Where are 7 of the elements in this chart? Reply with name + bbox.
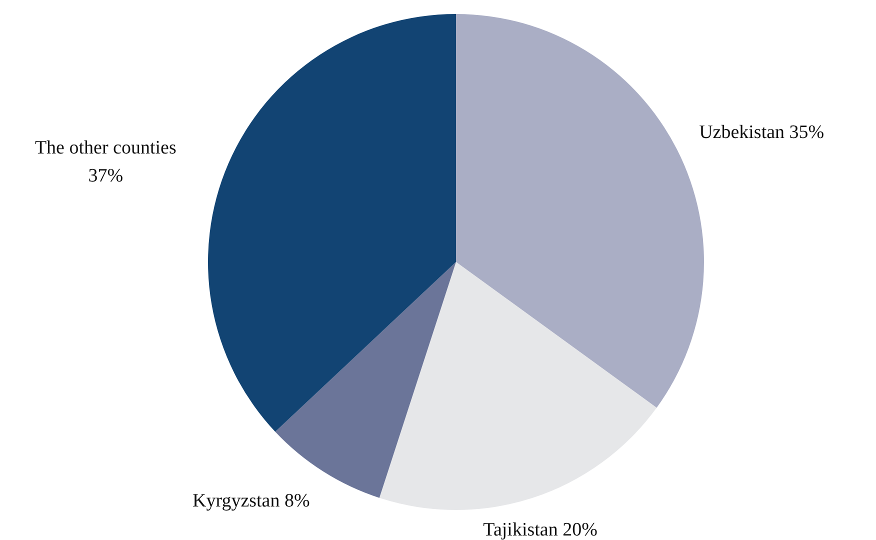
slice-label: Kyrgyzstan 8%	[192, 490, 310, 512]
slice-label: Tajikistan 20%	[483, 519, 598, 540]
pie-slice	[208, 14, 456, 432]
slice-label: Uzbekistan 35%	[699, 122, 824, 144]
data-label: 37%	[88, 166, 124, 187]
pie-slice	[379, 262, 657, 510]
slice-label: The other counties	[34, 138, 176, 159]
